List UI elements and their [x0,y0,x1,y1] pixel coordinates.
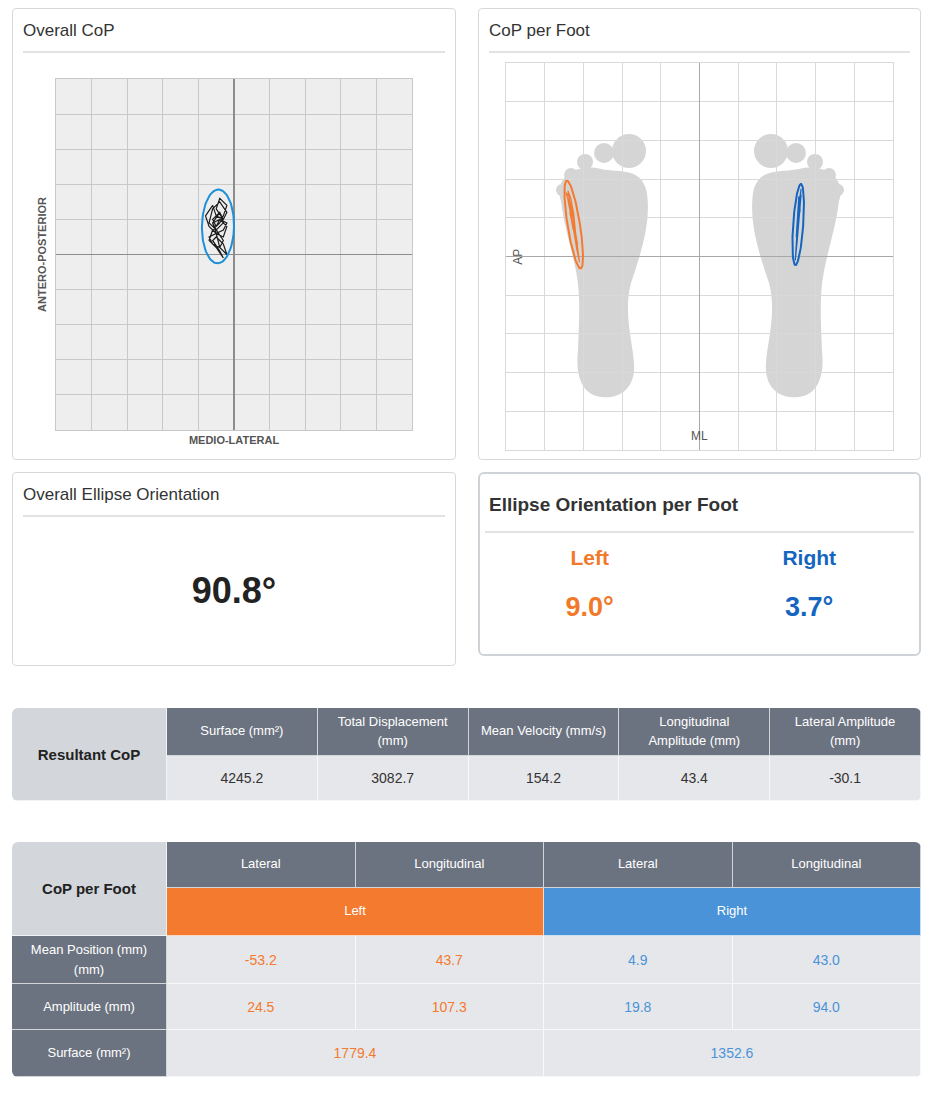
html-text:1352.6: 1352.6 [710,1045,754,1061]
html-text:43.0: 43.0 [812,951,840,968]
html-text:90.8°: 90.8° [191,570,277,611]
html-text:Ellipse Orientation per Foot: Ellipse Orientation per Foot [489,494,739,515]
html-text:-30.1: -30.1 [829,770,861,786]
html-text:Right: Right [716,903,748,919]
html-text:3.7°: 3.7° [785,592,834,622]
html-text:Left: Left [344,903,366,919]
html-text:Overall CoP: Overall CoP [23,21,115,40]
html-text:154.2: 154.2 [526,770,561,786]
html-text:19.8: 19.8 [624,998,652,1015]
html-text:4.9: 4.9 [628,951,648,968]
html-text:Right: Right [782,546,837,569]
svg-text:ML: ML [691,429,708,443]
html-text:Lateral: Lateral [617,856,658,872]
html-text:1779.4: 1779.4 [333,1045,377,1061]
svg-text:ANTERO-POSTERIOR: ANTERO-POSTERIOR [36,197,48,312]
html-text:Left: Left [570,546,609,569]
html-text:Amplitude (mm): Amplitude (mm) [43,998,135,1014]
html-text:Resultant CoP: Resultant CoP [37,745,141,763]
html-text:CoP per Foot: CoP per Foot [42,880,136,897]
html-text:Lateral Amplitude (mm): Lateral Amplitude (mm) [794,714,896,748]
html-text:24.5: 24.5 [247,998,275,1015]
html-text:Lateral: Lateral [240,856,281,872]
html-text:Longitudinal Amplitude (mm): Longitudinal Amplitude (mm) [648,714,741,748]
html-text:Mean Position (mm) (mm): Mean Position (mm) (mm) [30,942,148,977]
html-text:Total Displacement (mm): Total Displacement (mm) [337,714,448,748]
html-text:Longitudinal: Longitudinal [791,856,862,872]
html-text:4245.2: 4245.2 [220,770,264,786]
html-text:3082.7: 3082.7 [371,770,415,786]
html-text:9.0°: 9.0° [565,592,614,622]
html-text:Longitudinal: Longitudinal [414,856,485,872]
html-text:Surface (mm²): Surface (mm²) [47,1045,131,1061]
html-text:Overall Ellipse Orientation: Overall Ellipse Orientation [23,485,220,504]
html-text:CoP per Foot: CoP per Foot [489,21,590,40]
html-text:-53.2: -53.2 [244,951,277,968]
html-text:43.4: 43.4 [680,770,708,786]
html-text:94.0: 94.0 [812,998,840,1015]
html-text:43.7: 43.7 [435,951,463,968]
svg-text:MEDIO-LATERAL: MEDIO-LATERAL [189,434,280,446]
svg-text:AP: AP [511,249,525,265]
html-text:Surface (mm²): Surface (mm²) [200,723,284,739]
html-text:Mean Velocity (mm/s): Mean Velocity (mm/s) [481,723,606,739]
html-text:107.3: 107.3 [431,998,467,1015]
